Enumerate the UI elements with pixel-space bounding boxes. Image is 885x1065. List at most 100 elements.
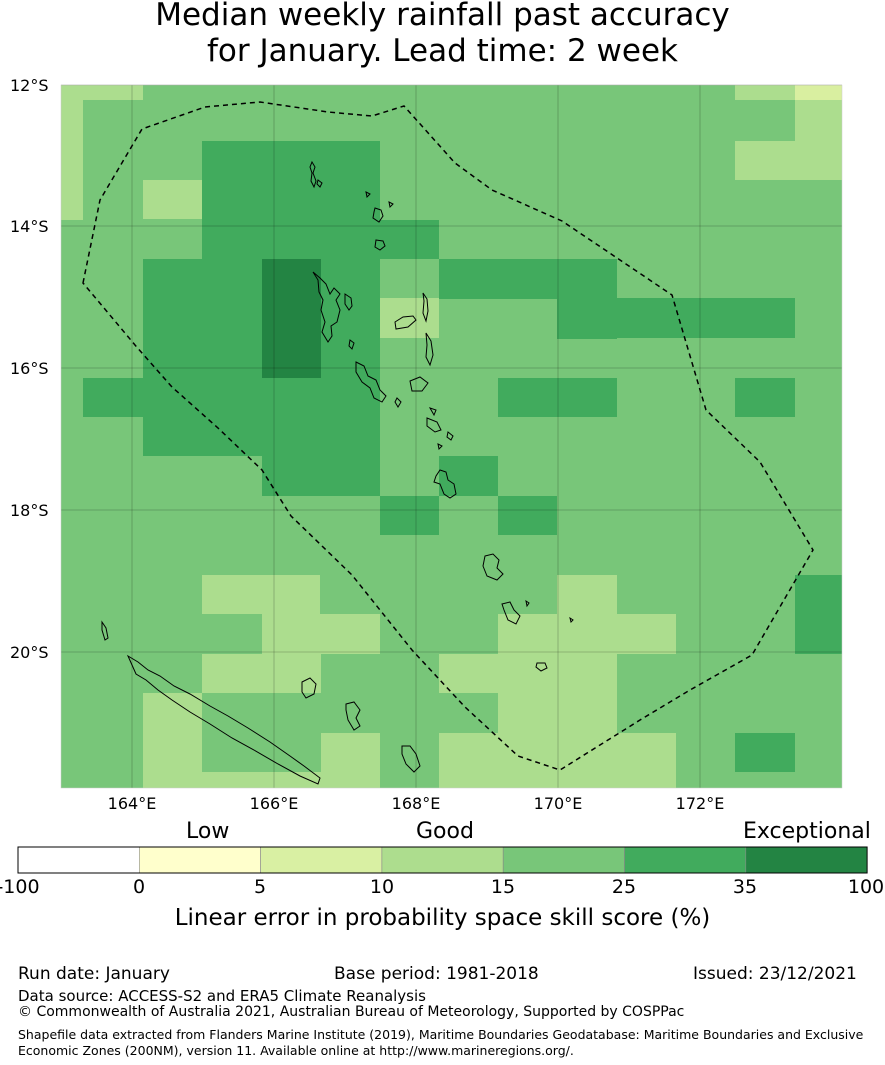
island: [365, 191, 371, 199]
colorbar: [17, 846, 868, 874]
island: [401, 745, 421, 773]
colorbar-tick: 10: [369, 876, 395, 898]
skill-cell: [557, 299, 617, 339]
lat-label-14s: 14°S: [10, 217, 49, 236]
skill-cell: [380, 298, 439, 338]
lon-label-172e: 172°E: [675, 794, 725, 813]
island: [101, 620, 109, 641]
skill-cell: [498, 614, 676, 654]
shapefile-credit: Shapefile data extracted from Flanders M…: [18, 1027, 864, 1058]
skill-cell: [61, 85, 83, 220]
lat-label-20s: 20°S: [10, 643, 49, 662]
island: [422, 292, 429, 323]
colorbar-tick: 0: [132, 876, 146, 898]
skill-cell: [143, 180, 202, 219]
colorbar-tick: 15: [490, 876, 516, 898]
island: [446, 431, 454, 441]
lon-label-168e: 168°E: [391, 794, 441, 813]
skill-cell: [439, 259, 617, 299]
lat-label-18s: 18°S: [10, 501, 49, 520]
skill-cell: [795, 85, 842, 100]
island: [301, 677, 317, 699]
skill-cell: [617, 298, 795, 338]
skill-cell: [202, 575, 320, 614]
base-period: Base period: 1981-2018: [334, 964, 539, 984]
colorbar-frame: [17, 846, 868, 874]
skill-cell: [83, 378, 380, 417]
skill-cell: [143, 259, 262, 378]
skill-cell: [557, 575, 617, 615]
island: [426, 417, 442, 433]
graticule: [61, 84, 842, 788]
skill-cell: [83, 85, 143, 100]
island: [312, 271, 341, 343]
island: [374, 239, 386, 251]
colorbar-segment: [260, 846, 383, 874]
island: [345, 701, 361, 731]
skill-cell: [202, 654, 321, 693]
island: [355, 361, 387, 403]
skill-cell: [380, 496, 439, 535]
data-source: Data source: ACCESS-S2 and ERA5 Climate …: [18, 987, 426, 1005]
skill-cell: [735, 378, 795, 417]
skill-cell: [498, 378, 617, 417]
skill-cell: [439, 654, 617, 693]
island: [425, 332, 434, 367]
category-good: Good: [416, 819, 474, 844]
island: [126, 654, 321, 785]
skill-cell: [262, 259, 321, 378]
copyright: © Commonwealth of Australia 2021, Austra…: [18, 1004, 685, 1020]
skill-cell: [262, 417, 380, 496]
skill-cell: [439, 456, 498, 496]
skill-cell: [321, 259, 380, 298]
skill-cell: [795, 575, 842, 654]
colorbar-segment: [745, 846, 868, 874]
coastlines: [101, 160, 574, 785]
skill-cell: [321, 733, 380, 788]
colorbar-segment: [381, 846, 504, 874]
island: [372, 207, 384, 223]
skill-cell: [202, 772, 321, 788]
lat-label-12s: 12°S: [10, 76, 49, 95]
skill-cell: [143, 417, 262, 456]
island: [428, 407, 437, 417]
run-date: Run date: January: [18, 964, 170, 984]
skill-cell: [498, 496, 557, 535]
island: [348, 339, 355, 350]
island: [525, 599, 530, 608]
island: [482, 553, 504, 581]
island: [344, 293, 353, 311]
lon-label-164e: 164°E: [107, 794, 157, 813]
map-title-line2: for January. Lead time: 2 week: [207, 33, 678, 69]
colorbar-tick: 100: [847, 876, 885, 898]
island: [316, 179, 323, 188]
skill-cell: [380, 220, 439, 259]
colorbar-tick: 5: [253, 876, 267, 898]
skill-cell: [735, 141, 795, 180]
colorbar-tick: 35: [732, 876, 758, 898]
island: [394, 315, 417, 330]
lat-label-16s: 16°S: [10, 359, 49, 378]
skill-cell: [735, 733, 795, 772]
island: [394, 397, 402, 408]
colorbar-segment: [17, 846, 140, 874]
lon-label-170e: 170°E: [533, 794, 583, 813]
island: [409, 376, 429, 392]
skill-cell: [321, 298, 380, 378]
colorbar-segment: [502, 846, 625, 874]
eez-boundary: [82, 101, 814, 771]
skill-cell: [202, 220, 380, 259]
category-exceptional: Exceptional: [743, 819, 871, 844]
skill-cell: [439, 733, 676, 788]
skill-cell: [498, 693, 617, 733]
colorbar-title: Linear error in probability space skill …: [174, 905, 711, 931]
issued-date: Issued: 23/12/2021: [693, 964, 857, 984]
colorbar-segment: [139, 846, 261, 874]
skill-cell: [735, 85, 795, 100]
map-frame: [60, 84, 843, 789]
island: [433, 469, 457, 499]
skill-cell: [202, 141, 380, 220]
colorbar-segment: [624, 846, 747, 874]
category-low: Low: [186, 819, 230, 844]
